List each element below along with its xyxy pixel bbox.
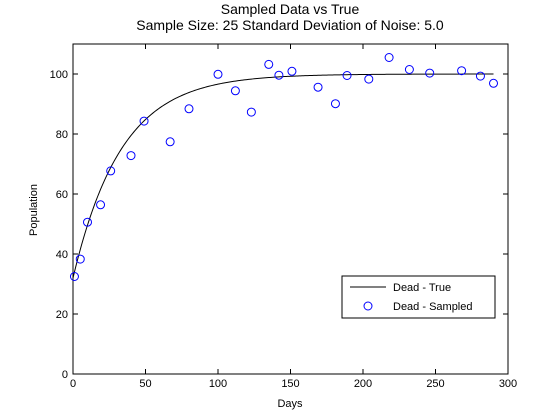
legend: Dead - True Dead - Sampled [341, 275, 496, 319]
data-point-sampled [246, 107, 256, 117]
data-point-sampled [364, 74, 374, 84]
data-point-sampled [384, 53, 394, 62]
data-point-sampled [274, 70, 284, 80]
data-point-sampled [184, 104, 194, 114]
data-point-sampled [457, 66, 467, 76]
data-point-sampled [489, 78, 498, 88]
ticks: 0 50 100 150 200 250 300 0 20 40 60 80 100 [50, 44, 517, 390]
x-axis-label: Days [277, 398, 303, 410]
y-tick-label: 40 [56, 249, 68, 261]
data-point-sampled [330, 99, 340, 109]
y-tick-label: 100 [50, 69, 68, 81]
data-point-sampled [213, 69, 223, 79]
chart-title: Sampled Data vs True [221, 1, 360, 17]
series-line-true [72, 73, 494, 279]
x-tick-label: 150 [281, 378, 299, 390]
legend-label-true: Dead - True [393, 282, 451, 294]
data-point-sampled [342, 71, 352, 80]
data-point-sampled [230, 86, 240, 96]
data-point-sampled [126, 151, 136, 161]
data-point-sampled [165, 137, 175, 147]
y-tick-label: 80 [56, 129, 68, 141]
x-tick-label: 100 [209, 378, 227, 390]
data-point-sampled [264, 59, 274, 69]
y-tick-label: 60 [56, 189, 68, 201]
data-point-sampled [287, 66, 297, 76]
series [69, 53, 498, 281]
x-tick-label: 0 [70, 378, 76, 390]
plot-area [72, 43, 509, 375]
data-point-sampled [139, 116, 149, 126]
legend-marker-sample [363, 301, 373, 311]
x-tick-label: 200 [354, 378, 372, 390]
x-tick-label: 250 [426, 378, 444, 390]
y-tick-label: 20 [56, 309, 68, 321]
legend-box [341, 275, 496, 319]
x-tick-label: 300 [499, 378, 517, 390]
data-point-sampled [69, 272, 79, 281]
x-tick-label: 50 [139, 378, 151, 390]
data-point-sampled [75, 254, 85, 264]
legend-label-sampled: Dead - Sampled [393, 301, 473, 313]
y-tick-label: 0 [62, 369, 68, 381]
data-point-sampled [425, 68, 435, 78]
data-point-sampled [96, 200, 106, 210]
data-point-sampled [106, 166, 116, 176]
data-point-sampled [475, 71, 485, 81]
data-point-sampled [83, 217, 92, 227]
data-point-sampled [313, 82, 323, 92]
data-point-sampled [404, 65, 414, 74]
y-axis-label: Population [28, 184, 40, 236]
chart-subtitle: Sample Size: 25 Standard Deviation of No… [136, 17, 444, 33]
